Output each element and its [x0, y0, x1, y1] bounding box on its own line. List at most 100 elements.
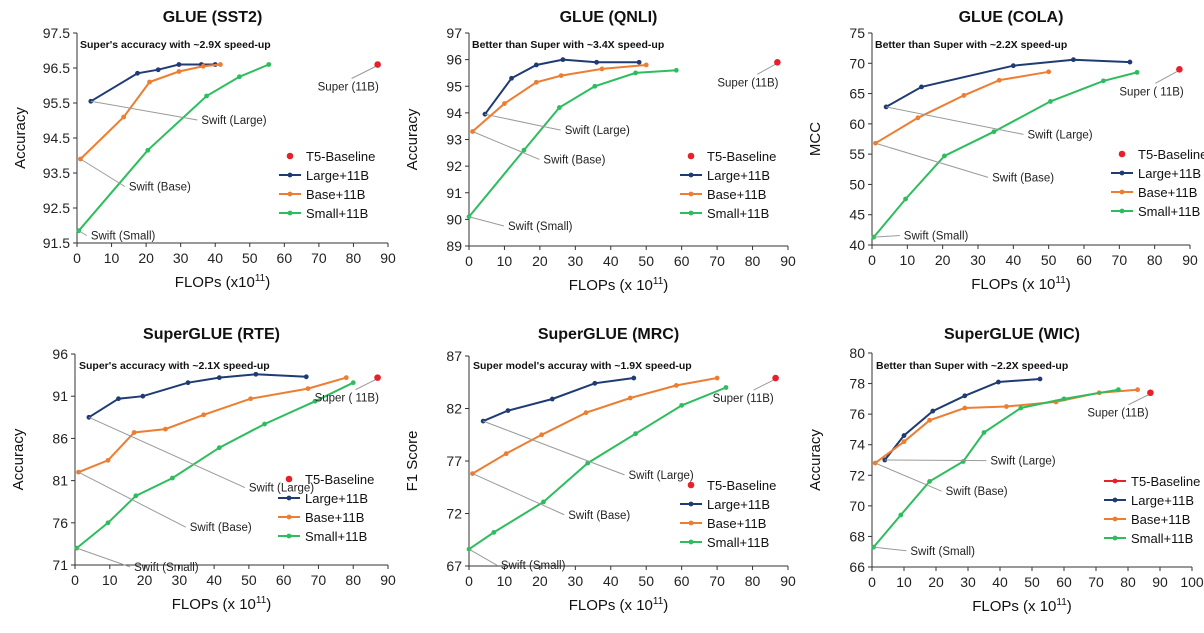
- leader-line: [468, 216, 505, 227]
- legend-marker: [688, 210, 694, 216]
- y-tick-label: 93.5: [43, 165, 70, 181]
- legend-marker: [1112, 535, 1118, 541]
- chart-panel: GLUE (SST2) 91.5 92.5 93.5 94.5 95.5 96.5 97.5 0…: [0, 0, 401, 316]
- leader-line: [483, 420, 625, 476]
- data-point: [163, 426, 168, 432]
- data-point: [872, 460, 878, 466]
- x-tick-label: 60: [277, 250, 293, 266]
- data-point: [145, 147, 151, 153]
- x-tick-label: 60: [674, 253, 690, 269]
- data-point: [147, 79, 152, 85]
- x-tick-label: 50: [638, 253, 654, 269]
- legend-marker: [286, 514, 292, 520]
- y-tick-label: 91: [52, 388, 68, 404]
- legend-marker: [1119, 189, 1125, 195]
- chart-annotation: Super model's accuray with ~1.9X speed-u…: [473, 360, 692, 372]
- x-tick-label: 10: [102, 572, 118, 588]
- y-tick-label: 65: [849, 86, 865, 102]
- data-point: [915, 115, 921, 121]
- data-point: [962, 393, 968, 399]
- x-tick-label: 90: [1152, 574, 1168, 590]
- point-label: Swift (Large): [565, 125, 630, 137]
- chart-annotation: Better than Super with ~2.2X speed-up: [876, 360, 1068, 372]
- legend-label: Small+11B: [707, 535, 769, 550]
- x-tick-label: 80: [346, 250, 362, 266]
- legend-label: T5-Baseline: [707, 149, 776, 164]
- data-point: [1004, 404, 1009, 409]
- x-axis-label: FLOPs (x 1011): [971, 275, 1071, 293]
- data-point: [466, 546, 472, 552]
- data-point: [1101, 78, 1106, 84]
- x-tick-label: 70: [709, 573, 725, 589]
- baseline-label: Super ( 11B): [1119, 86, 1184, 98]
- point-label: Swift (Small): [501, 560, 566, 572]
- leader-line: [873, 546, 907, 552]
- y-tick-label: 97: [446, 25, 462, 41]
- data-point: [312, 398, 318, 404]
- legend-label: Large+11B: [305, 491, 368, 506]
- point-label: Swift (Small): [134, 562, 199, 574]
- x-tick-label: 20: [532, 573, 548, 589]
- point-label: Swift (Base): [946, 486, 1008, 498]
- x-tick-label: 90: [780, 573, 796, 589]
- point-label: Swift (Large): [990, 456, 1055, 468]
- legend-label: T5-Baseline: [306, 149, 375, 164]
- chart-panel: GLUE (COLA) 40 45 50 55 60 65 70 75 0 10 20 30 40 50 60…: [802, 0, 1204, 316]
- baseline-leader: [757, 63, 776, 75]
- x-tick-label: 30: [970, 252, 986, 268]
- chart-title: GLUE (QNLI): [560, 9, 658, 26]
- data-point: [996, 77, 1002, 83]
- baseline-label: Super ( 11B): [315, 393, 380, 405]
- x-tick-label: 50: [241, 572, 257, 588]
- data-point: [1010, 63, 1016, 69]
- data-point: [962, 405, 968, 411]
- x-tick-label: 0: [465, 253, 473, 269]
- data-point: [633, 70, 638, 76]
- data-point: [155, 67, 161, 73]
- x-tick-label: 80: [745, 573, 761, 589]
- legend-label: Base+11B: [306, 187, 365, 202]
- data-point: [1134, 69, 1140, 75]
- baseline-label: Super (11B): [1087, 408, 1148, 420]
- chart-title: SuperGLUE (WIC): [944, 326, 1080, 343]
- x-tick-label: 10: [497, 573, 513, 589]
- data-point: [253, 371, 259, 377]
- data-point: [714, 375, 720, 381]
- data-point: [1018, 405, 1024, 411]
- y-tick-label: 70: [849, 498, 865, 514]
- x-tick-label: 70: [1112, 252, 1128, 268]
- x-tick-label: 40: [603, 573, 619, 589]
- y-tick-label: 82: [446, 401, 462, 417]
- series-line-large-11b: [885, 58, 1130, 108]
- legend-label: Small+11B: [1138, 204, 1200, 219]
- data-point: [1071, 57, 1076, 63]
- y-tick-label: 97.5: [43, 25, 70, 41]
- y-tick-label: 50: [849, 176, 865, 192]
- data-point: [583, 410, 589, 416]
- x-tick-label: 0: [868, 252, 876, 268]
- x-tick-label: 30: [568, 573, 584, 589]
- leader-line: [886, 106, 1024, 135]
- legend-marker: [1119, 170, 1125, 176]
- chart-annotation: Better than Super with ~3.4X speed-up: [472, 39, 664, 51]
- x-tick-label: 20: [138, 250, 154, 266]
- data-point: [627, 395, 633, 401]
- data-point: [491, 530, 497, 535]
- y-tick-label: 77: [446, 453, 462, 469]
- data-point: [1037, 376, 1043, 382]
- y-axis-label: Accuracy: [807, 429, 824, 491]
- x-tick-label: 80: [1120, 574, 1136, 590]
- y-tick-label: 96: [446, 52, 462, 68]
- chart-panel: SuperGLUE (MRC) 67 72 77 82 87 0 10 20 30 40 50 60 70…: [401, 317, 802, 633]
- y-axis-label: MCC: [807, 122, 824, 156]
- x-tick-label: 30: [568, 253, 584, 269]
- y-tick-label: 67: [446, 558, 462, 574]
- baseline-leader: [1155, 70, 1178, 84]
- y-tick-label: 72: [849, 467, 865, 483]
- series-line-base-11b: [79, 63, 221, 160]
- data-point: [960, 459, 966, 464]
- x-tick-label: 40: [206, 572, 222, 588]
- legend-label: Large+11B: [1131, 493, 1194, 508]
- y-tick-label: 92.5: [43, 200, 70, 216]
- data-point: [633, 431, 638, 437]
